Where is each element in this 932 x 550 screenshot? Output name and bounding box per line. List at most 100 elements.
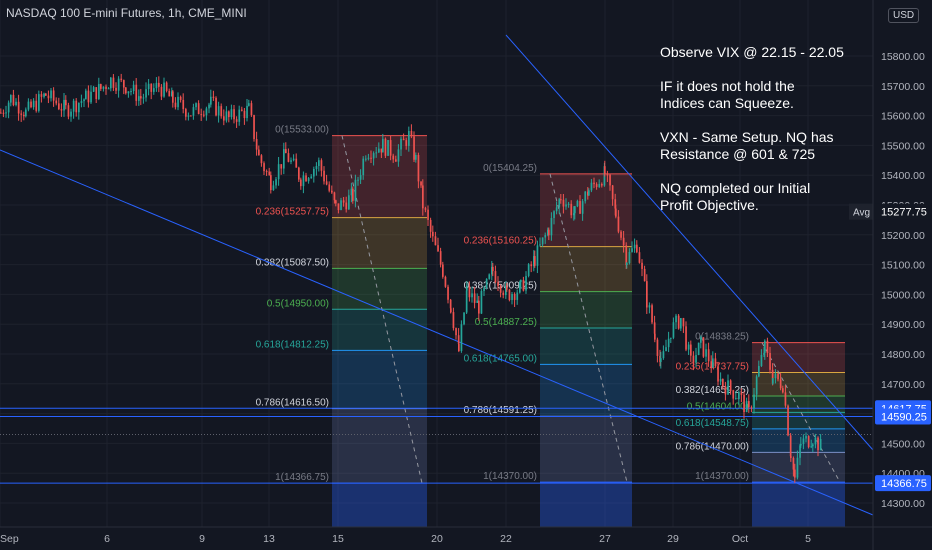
currency-button[interactable]: USD <box>888 8 920 23</box>
candle-body <box>7 102 10 113</box>
candle-body <box>367 157 370 159</box>
candle-body <box>110 77 112 89</box>
candle-body <box>558 199 561 208</box>
candle-body <box>12 94 15 106</box>
candle-body <box>220 106 223 117</box>
fib-zone <box>332 309 427 351</box>
candle-body <box>547 229 549 236</box>
trend-lines[interactable] <box>0 34 874 516</box>
candle-body <box>335 200 337 204</box>
candle-body <box>771 369 774 384</box>
candle-body <box>233 109 235 120</box>
candle-body <box>719 379 722 382</box>
candle-body <box>75 100 78 113</box>
candle-body <box>235 119 238 122</box>
candle-body <box>777 373 779 380</box>
fib-level-label: 0.5(14950.00) <box>267 298 329 309</box>
fib-retracement-3[interactable]: 0(14838.25)0.236(14737.75)0.382(14659.25… <box>676 332 845 527</box>
fib-trend-line <box>549 173 628 483</box>
price-tag-label: 14590.25 <box>881 412 927 424</box>
candle-body <box>123 80 125 88</box>
price-tick-label: 14700.00 <box>881 379 925 391</box>
candle-body <box>248 103 250 106</box>
candle-body <box>796 457 799 478</box>
candle-body <box>717 366 719 382</box>
price-tick-label: 14800.00 <box>881 349 925 361</box>
candle-body <box>140 96 142 99</box>
candle-body <box>675 315 677 323</box>
candle-body <box>541 237 544 245</box>
candle-body <box>614 199 617 209</box>
price-tag-label: 14366.75 <box>881 478 927 490</box>
candle-body <box>789 435 792 457</box>
candle-body <box>300 179 302 187</box>
fib-retracement-1[interactable]: 0(15533.00) 0.236(15257.75) 0.382(15087.50… <box>256 125 427 527</box>
candle-body <box>243 110 246 119</box>
candle-body <box>350 188 353 196</box>
candle-body <box>417 154 420 182</box>
candle-body <box>764 340 766 353</box>
fib-level-label: 0.786(14616.50) <box>256 398 329 409</box>
candle-body <box>298 167 300 180</box>
candle-body <box>408 130 410 146</box>
trend-line-lower[interactable] <box>0 149 874 516</box>
candle-body <box>359 175 362 180</box>
candle-body <box>125 87 127 94</box>
candle-body <box>212 96 215 98</box>
candle-body <box>142 97 145 99</box>
price-tag <box>875 408 931 425</box>
candle-body <box>348 195 350 210</box>
candle-body <box>45 93 47 96</box>
candle-body <box>420 181 422 186</box>
candle-body <box>434 236 437 246</box>
candle-body <box>320 160 323 171</box>
candle-body <box>67 105 70 117</box>
candle-body <box>439 251 442 265</box>
candle-body <box>40 94 43 97</box>
fib-zone <box>752 428 845 453</box>
candle-body <box>812 444 814 447</box>
price-tick-label: 15600.00 <box>881 111 925 123</box>
candle-body <box>405 140 408 146</box>
candle-body <box>622 237 625 246</box>
fib-level-label: 0.5(14887.25) <box>475 317 537 328</box>
time-axis[interactable]: Sep 6 9 13 15 20 22 27 29 Oct 5 <box>0 526 932 550</box>
fib-level-label: 0.236(15257.75) <box>256 207 329 218</box>
candle-body <box>160 86 163 97</box>
candle-body <box>295 158 298 168</box>
fib-level-label: 0.236(15160.25) <box>464 236 537 247</box>
candle-body <box>687 344 690 350</box>
candle-body <box>814 437 817 445</box>
fib-retracement-2[interactable]: 0(15404.25)0.236(15160.25)0.382(15009.25… <box>464 163 632 527</box>
candle-body <box>392 155 395 160</box>
price-axis[interactable]: 14300.0014400.0014500.0014600.0014700.00… <box>873 0 932 550</box>
candle-body <box>511 294 513 301</box>
candle-body <box>460 324 463 351</box>
candle-body <box>755 376 758 395</box>
candle-body <box>352 188 354 201</box>
trade-note: Observe VIX @ 22.15 - 22.05 IF it does n… <box>660 44 844 213</box>
fib-zone <box>540 327 632 365</box>
candle-body <box>225 111 228 121</box>
price-tick-label: 15700.00 <box>881 81 925 93</box>
candle-body <box>631 248 633 252</box>
candle-body <box>499 285 502 293</box>
candle-body <box>740 392 743 395</box>
candle-body <box>654 333 656 340</box>
candle-body <box>712 358 714 368</box>
candle-body <box>636 244 638 253</box>
candle-body <box>548 229 550 236</box>
candle-body <box>402 138 405 141</box>
price-tick-label: 15100.00 <box>881 260 925 272</box>
candle-body <box>466 286 468 291</box>
candle-body <box>714 358 717 367</box>
candle-body <box>615 208 617 217</box>
candle-body <box>50 90 52 99</box>
candle-body <box>702 337 705 357</box>
trend-line-upper[interactable] <box>505 34 874 451</box>
candle-body <box>331 190 333 193</box>
fib-zone-extension <box>540 482 632 527</box>
time-tick-label: Oct <box>732 533 748 545</box>
candle-body <box>83 99 85 102</box>
